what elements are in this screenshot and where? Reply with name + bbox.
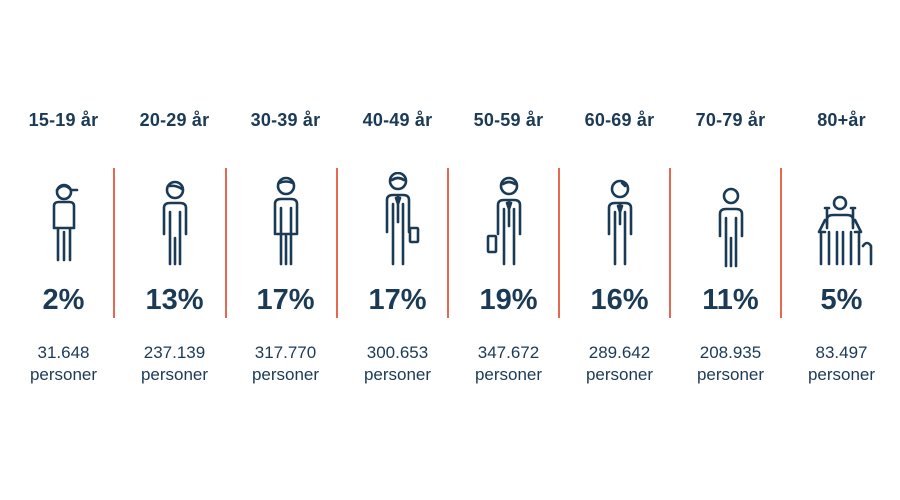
count-unit: personer — [696, 365, 765, 384]
count-value: 347.672 — [477, 343, 540, 362]
businessman-briefcase-icon — [474, 172, 544, 272]
divider — [447, 168, 449, 318]
age-label: 20-29 år — [139, 110, 210, 130]
percentage: 2% — [42, 284, 85, 316]
teen-with-cap-icon — [29, 172, 99, 272]
count-value: 289.642 — [588, 343, 651, 362]
person-count: 31.648 personer — [8, 342, 119, 386]
count-unit: personer — [251, 365, 320, 384]
senior-icon — [696, 172, 766, 272]
age-label: 40-49 år — [362, 110, 433, 130]
person-count: 83.497 personer — [786, 342, 897, 386]
person-count: 347.672 personer — [453, 342, 564, 386]
count-value: 237.139 — [143, 343, 206, 362]
age-group-15-19: 15-19 år 2% 31.648 personer — [8, 0, 119, 500]
count-value: 317.770 — [254, 343, 317, 362]
percentage: 17% — [368, 284, 427, 316]
percentage: 13% — [145, 284, 204, 316]
count-unit: personer — [363, 365, 432, 384]
person-count: 300.653 personer — [342, 342, 453, 386]
percentage: 19% — [479, 284, 538, 316]
percentage: 16% — [590, 284, 649, 316]
person-count: 208.935 personer — [675, 342, 786, 386]
divider — [669, 168, 671, 318]
count-unit: personer — [474, 365, 543, 384]
age-group-80-plus: 80+år 5% 83.497 personer — [786, 0, 897, 500]
age-group-20-29: 20-29 år 13% 237.139 personer — [119, 0, 230, 500]
divider — [558, 168, 560, 318]
older-adult-tie-icon — [585, 172, 655, 272]
businessman-icon — [363, 172, 433, 272]
count-unit: personer — [585, 365, 654, 384]
age-group-30-39: 30-39 år 17% 317.770 personer — [230, 0, 341, 500]
count-value: 83.497 — [815, 343, 868, 362]
count-value: 300.653 — [366, 343, 429, 362]
age-label: 50-59 år — [473, 110, 544, 130]
person-count: 317.770 personer — [230, 342, 341, 386]
elderly-with-walker-icon — [807, 172, 877, 272]
divider — [336, 168, 338, 318]
divider — [225, 168, 227, 318]
count-unit: personer — [140, 365, 209, 384]
count-unit: personer — [807, 365, 876, 384]
count-unit: personer — [29, 365, 98, 384]
young-adult-icon — [140, 172, 210, 272]
count-value: 208.935 — [699, 343, 762, 362]
age-group-50-59: 50-59 år 19% 347.672 personer — [453, 0, 564, 500]
age-label: 30-39 år — [250, 110, 321, 130]
age-label: 70-79 år — [695, 110, 766, 130]
age-label: 15-19 år — [28, 110, 99, 130]
percentage: 5% — [820, 284, 863, 316]
age-group-40-49: 40-49 år 17% 300.653 personer — [342, 0, 453, 500]
person-count: 289.642 personer — [564, 342, 675, 386]
divider — [780, 168, 782, 318]
adult-icon — [251, 172, 321, 272]
percentage: 11% — [702, 284, 759, 316]
count-value: 31.648 — [37, 343, 90, 362]
divider — [113, 168, 115, 318]
age-label: 80+år — [817, 110, 866, 130]
age-label: 60-69 år — [584, 110, 655, 130]
person-count: 237.139 personer — [119, 342, 230, 386]
age-group-70-79: 70-79 år 11% 208.935 personer — [675, 0, 786, 500]
age-group-60-69: 60-69 år 16% 289.642 personer — [564, 0, 675, 500]
percentage: 17% — [256, 284, 315, 316]
